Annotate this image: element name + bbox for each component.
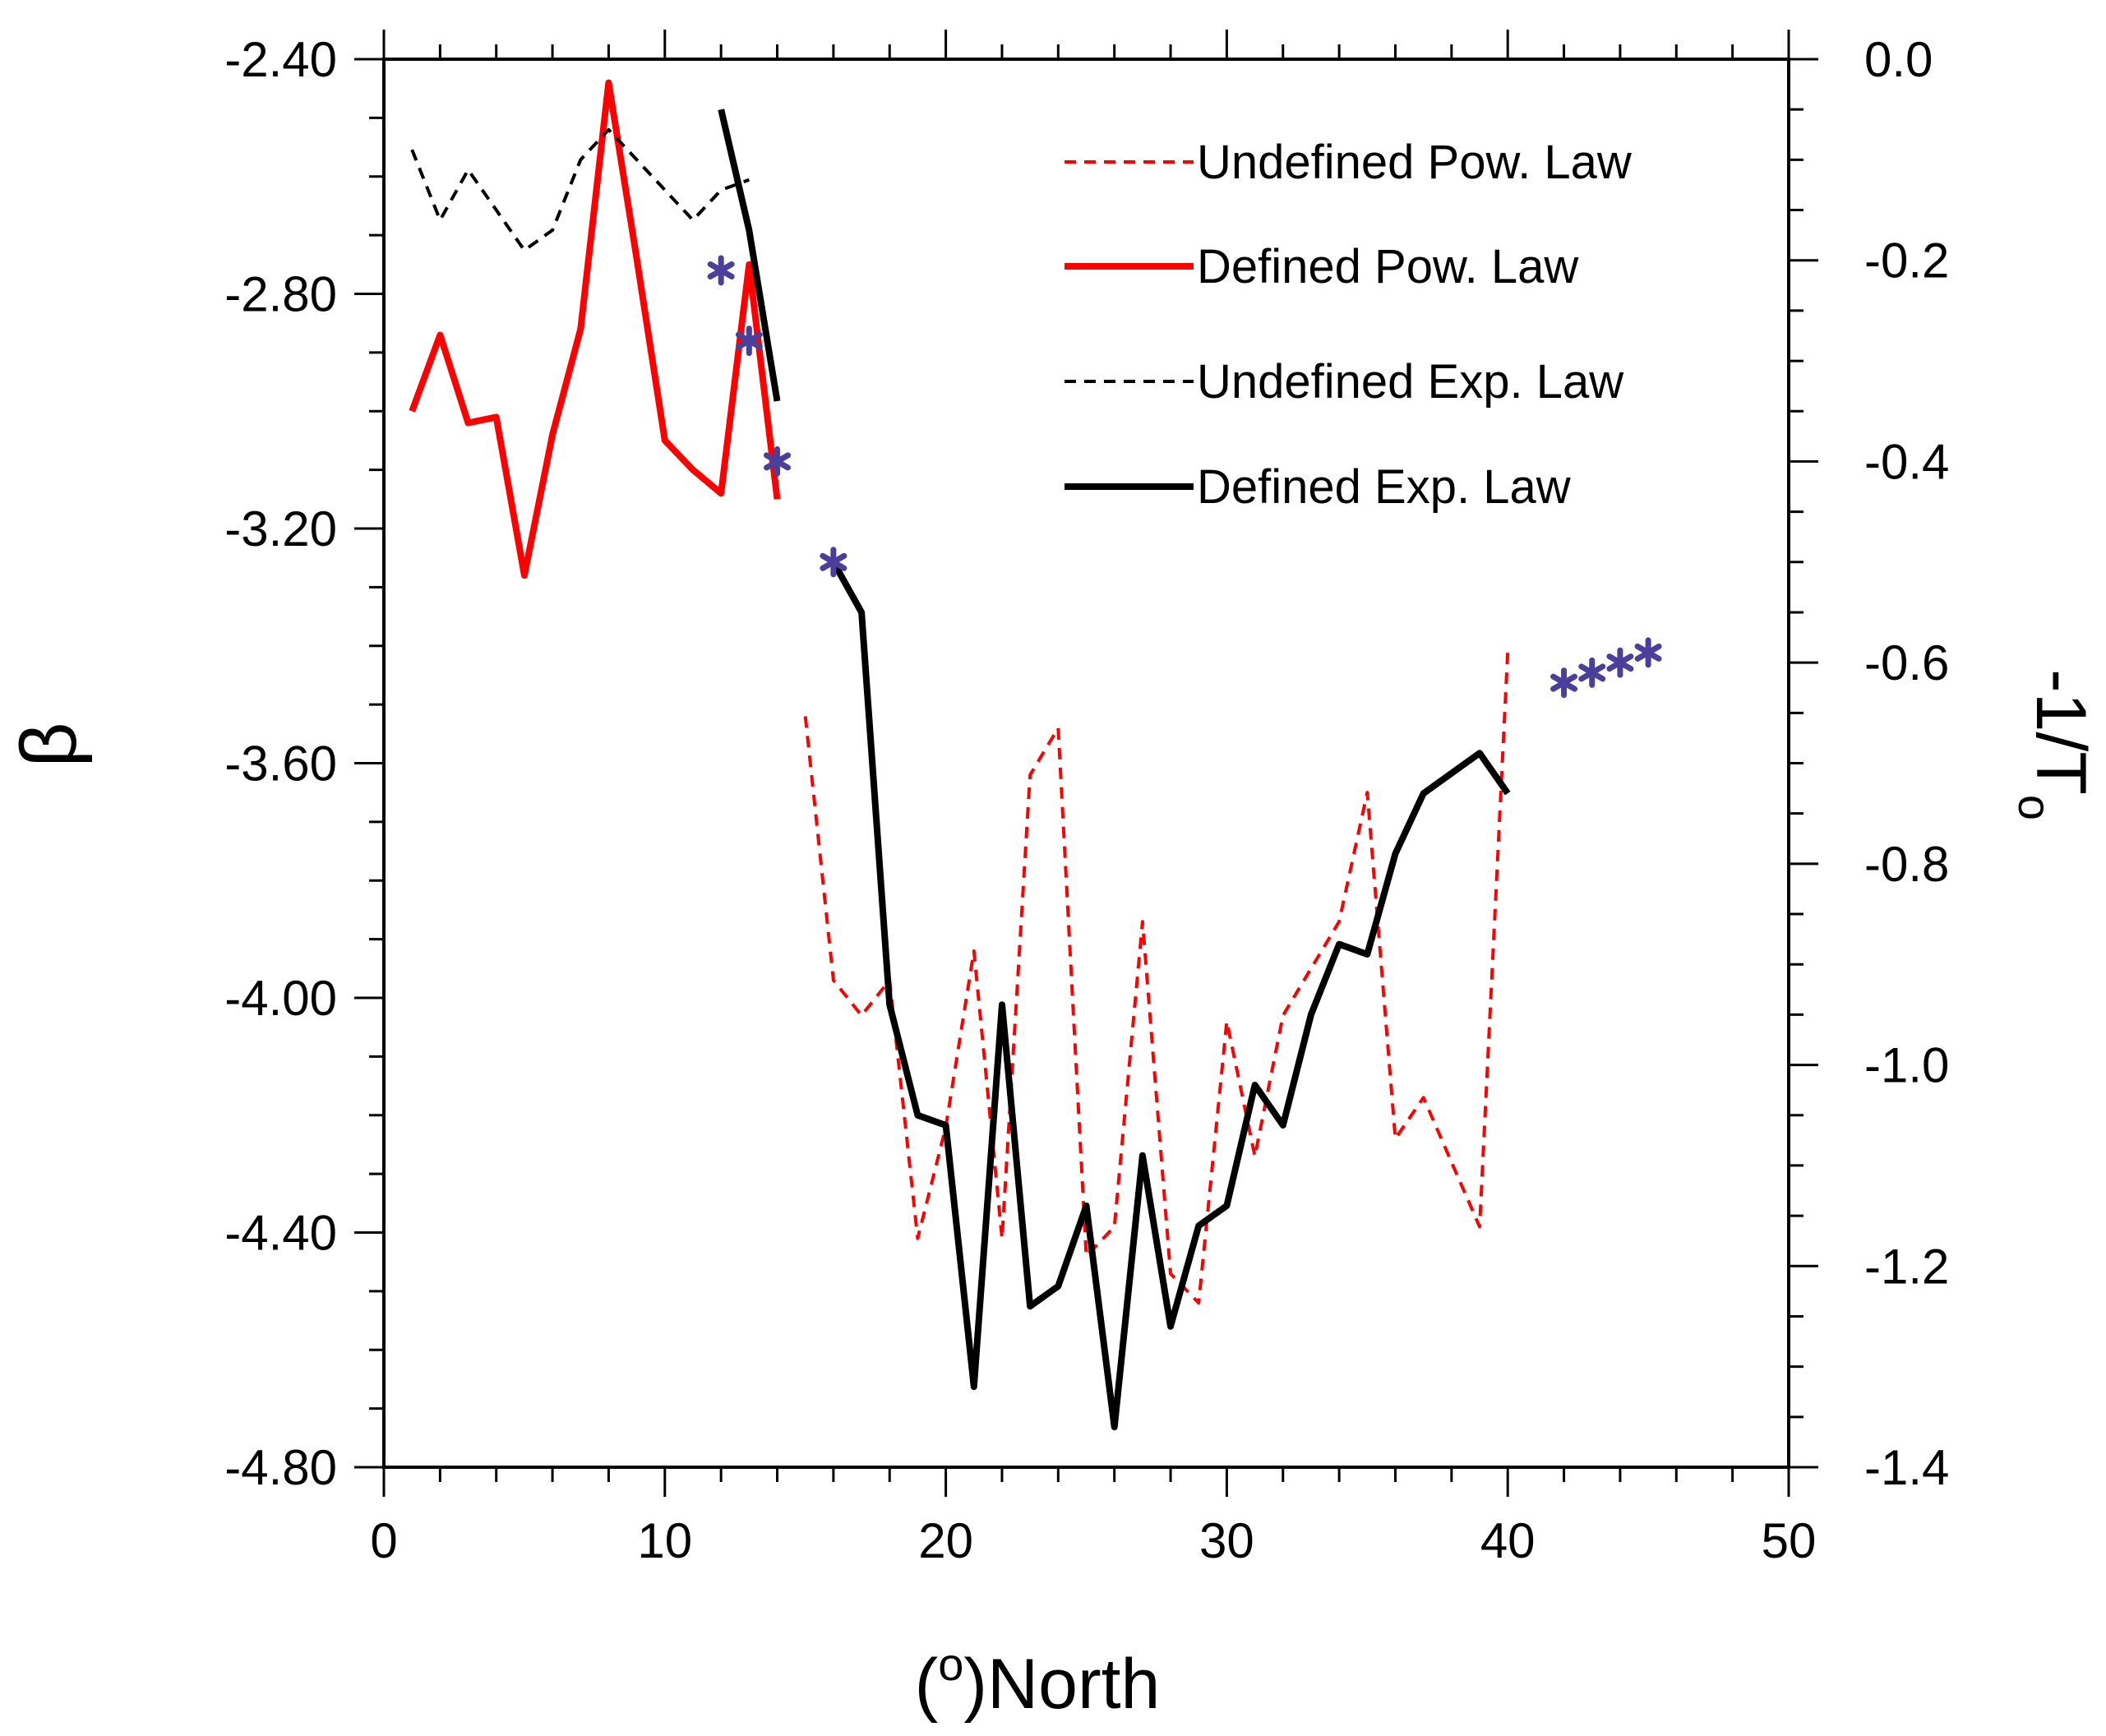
- series-line-defined-exp-law: [830, 560, 1511, 1431]
- series-line-undefined-pow-law: [803, 651, 1510, 1305]
- x-tick-label: 40: [1480, 1513, 1536, 1568]
- y-left-tick-label: -2.40: [224, 32, 337, 87]
- x-axis-title-open: (: [915, 1645, 939, 1724]
- legend-label-undefined-exp-law: Undefined Exp. Law: [1197, 355, 1624, 409]
- legend-label-defined-pow-law: Defined Pow. Law: [1197, 240, 1579, 293]
- axis-ticks: [354, 30, 1818, 1497]
- x-tick-label: 0: [370, 1513, 397, 1568]
- star-marker-stroke: [1634, 643, 1662, 662]
- star-marker-stroke: [735, 331, 763, 350]
- x-tick-label: 20: [918, 1513, 973, 1568]
- star-marker-stroke: [1578, 663, 1606, 682]
- star-marker-stroke: [1550, 673, 1578, 692]
- series-line-undefined-exp-law: [410, 127, 750, 252]
- x-tick-label: 10: [637, 1513, 692, 1568]
- x-tick-label: 50: [1762, 1513, 1817, 1568]
- y-left-tick-label: -3.20: [224, 501, 337, 556]
- y-right-tick-label: 0.0: [1864, 32, 1933, 87]
- star-marker-stroke: [764, 452, 792, 471]
- star-marker: [1634, 637, 1662, 668]
- tick-labels: 0 10 20 30 40 50 -2.40 -2.80 -3.20 -3.60 -4.00 -4.4…: [224, 32, 1949, 1568]
- y-right-tick-label: -1.4: [1864, 1440, 1949, 1495]
- y-left-tick-label: -4.00: [224, 971, 337, 1026]
- star-marker-stroke: [1606, 653, 1634, 672]
- star-marker-stroke: [707, 261, 735, 279]
- y-right-tick-label: -1.2: [1864, 1239, 1949, 1294]
- star-marker: [707, 255, 735, 286]
- y-right-tick-label: -0.2: [1864, 233, 1949, 289]
- y-axis-right-title-subscript: o: [2009, 795, 2061, 820]
- legend-label-defined-exp-law: Defined Exp. Law: [1197, 460, 1572, 514]
- x-tick-label: 30: [1199, 1513, 1254, 1568]
- x-axis-title: (o)North: [915, 1638, 1161, 1724]
- y-right-tick-label: -1.0: [1864, 1038, 1949, 1093]
- y-left-tick-label: -4.80: [224, 1440, 337, 1495]
- y-right-tick-label: -0.4: [1864, 434, 1949, 489]
- x-axis-title-close: )North: [963, 1645, 1160, 1724]
- plot-markers: [707, 255, 1662, 699]
- y-axis-right-title: -1/To: [2009, 669, 2100, 820]
- y-left-tick-label: -2.80: [224, 267, 337, 322]
- y-axis-right-title-main: -1/T: [2021, 669, 2100, 795]
- plot-series: [409, 79, 1511, 1431]
- legend-label-undefined-pow-law: Undefined Pow. Law: [1197, 136, 1633, 189]
- legend: Undefined Pow. Law Defined Pow. Law Undefi…: [1065, 136, 1633, 514]
- star-marker: [1606, 647, 1634, 678]
- y-right-tick-label: -0.8: [1864, 837, 1949, 892]
- x-axis-title-degree: o: [938, 1638, 963, 1690]
- plot-frame: [382, 58, 1790, 1469]
- star-marker: [735, 326, 763, 357]
- star-marker-stroke: [820, 552, 847, 571]
- series-line-defined-exp-law: [718, 108, 781, 402]
- y-left-tick-label: -3.60: [224, 736, 337, 792]
- star-marker: [764, 446, 792, 477]
- y-left-tick-label: -4.40: [224, 1206, 337, 1261]
- series-line-defined-pow-law: [409, 79, 781, 579]
- star-marker: [1550, 667, 1578, 699]
- y-axis-left-title: β: [5, 722, 93, 767]
- y-right-tick-label: -0.6: [1864, 635, 1949, 690]
- star-marker: [1578, 657, 1606, 688]
- star-marker: [820, 547, 847, 578]
